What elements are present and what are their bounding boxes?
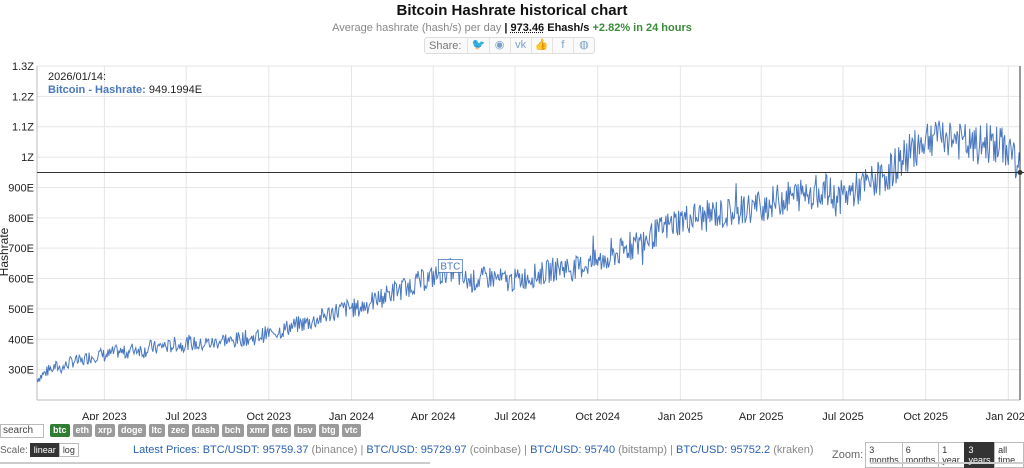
- zoom-selector: Zoom: 3 months 6 months 1 year 3 years a…: [832, 442, 1024, 468]
- coin-button-ltc[interactable]: ltc: [148, 424, 166, 437]
- price-kraken[interactable]: BTC/USD: 95752.2: [676, 444, 771, 456]
- facebook-icon[interactable]: f: [551, 38, 573, 53]
- price-separator: |: [670, 444, 673, 456]
- page-title: Bitcoin Hashrate historical chart: [396, 2, 628, 19]
- x-tick-label: Oct 2024: [575, 411, 620, 420]
- y-tick-label: 900E: [8, 182, 34, 194]
- coin-button-dash[interactable]: dash: [191, 424, 219, 437]
- coin-button-btc[interactable]: btc: [50, 424, 70, 437]
- coin-button-zec[interactable]: zec: [168, 424, 189, 437]
- exchange-bitstamp: (bitstamp): [618, 444, 668, 456]
- y-tick-label: 800E: [8, 213, 34, 225]
- x-tick-label: Jul 2024: [494, 411, 536, 420]
- y-tick-label: 300E: [8, 365, 34, 377]
- tooltip-date: 2026/01/14:: [48, 71, 106, 83]
- weibo-icon[interactable]: ◍: [572, 38, 594, 53]
- annotation-label: BTC: [440, 261, 460, 272]
- x-tick-label: Jan 2026: [986, 411, 1024, 420]
- exchange-coinbase: (coinbase): [469, 444, 522, 456]
- x-tick-label: Apr 2024: [411, 411, 456, 420]
- prices-prefix: Latest Prices:: [133, 444, 200, 456]
- like-icon[interactable]: 👍: [530, 38, 552, 53]
- reddit-icon[interactable]: ◉: [488, 38, 510, 53]
- current-hashrate-unit: Ehash/s: [544, 22, 590, 34]
- price-separator: |: [360, 444, 364, 456]
- zoom-1-year-button[interactable]: 1 year: [938, 442, 966, 468]
- tooltip-value: Bitcoin - Hashrate: 949.1994E: [48, 84, 202, 96]
- subtitle-separator: |: [501, 22, 511, 34]
- coin-button-vtc[interactable]: vtc: [341, 424, 361, 437]
- price-coinbase[interactable]: BTC/USD: 95729.97: [366, 444, 467, 456]
- subtitle-description: Average hashrate (hash/s) per day: [332, 22, 502, 34]
- y-tick-label: 600E: [8, 274, 34, 286]
- y-tick-label: 1.1Z: [12, 122, 34, 134]
- zoom-6-months-button[interactable]: 6 months: [901, 442, 940, 468]
- x-tick-label: Jul 2025: [822, 411, 864, 420]
- exchange-kraken: (kraken): [773, 444, 814, 456]
- x-tick-label: Oct 2023: [247, 411, 292, 420]
- x-tick-label: Jan 2025: [658, 411, 703, 420]
- x-tick-label: Apr 2023: [82, 411, 127, 420]
- x-tick-label: Apr 2025: [739, 411, 784, 420]
- zoom-label: Zoom:: [832, 449, 864, 461]
- y-tick-label: 1.3Z: [12, 62, 34, 73]
- zoom-all-time-button[interactable]: all time: [994, 442, 1024, 468]
- annotation-box: [437, 258, 463, 273]
- coin-button-eth[interactable]: eth: [72, 424, 92, 437]
- coin-button-xrp[interactable]: xrp: [95, 424, 116, 437]
- price-binance[interactable]: BTC/USDT: 95759.37: [202, 444, 309, 456]
- twitter-icon[interactable]: 🐦: [467, 38, 488, 53]
- scale-linear-button[interactable]: linear: [29, 443, 60, 457]
- price-bitstamp[interactable]: BTC/USD: 95740: [530, 444, 616, 456]
- coin-button-etc[interactable]: etc: [272, 424, 292, 437]
- y-tick-label: 500E: [8, 304, 34, 316]
- price-separator: |: [524, 444, 528, 456]
- current-hashrate-value[interactable]: 973.46: [510, 22, 545, 34]
- latest-prices: Latest Prices: BTC/USDT: 95759.37 (binan…: [133, 444, 814, 456]
- scale-label: Scale:: [0, 444, 28, 456]
- x-tick-label: Oct 2025: [903, 411, 948, 420]
- coin-button-doge[interactable]: doge: [118, 424, 146, 437]
- x-tick-label: Jul 2023: [165, 411, 207, 420]
- y-tick-label: 400E: [8, 334, 34, 346]
- divider: [870, 462, 1024, 464]
- coin-button-bsv[interactable]: bsv: [294, 424, 316, 437]
- scale-log-button[interactable]: log: [58, 443, 79, 457]
- hashrate-series-line: [36, 120, 1021, 383]
- exchange-binance: (binance): [311, 444, 358, 456]
- y-tick-label: 1Z: [21, 152, 34, 164]
- scale-selector: Scale: linear log: [0, 443, 79, 457]
- zoom-3-months-button[interactable]: 3 months: [865, 442, 903, 468]
- coin-selector: btc eth xrp doge ltc zec dash bch xmr etc bsv btg vt…: [50, 424, 361, 437]
- divider: [0, 462, 430, 464]
- chart-subtitle: Average hashrate (hash/s) per day | 973.…: [0, 22, 1024, 34]
- x-tick-label: Jan 2024: [329, 411, 374, 420]
- y-axis-label: Hashrate: [0, 227, 11, 276]
- search-input[interactable]: search: [0, 424, 44, 438]
- hashrate-chart[interactable]: 300E 400E 500E 600E 700E 800E 900E 1Z 1.1Z 1.2Z 1.…: [0, 62, 1024, 420]
- coin-button-bch[interactable]: bch: [221, 424, 244, 437]
- crosshair-point: [1017, 170, 1023, 176]
- share-bar: Share: 🐦 ◉ vk 👍 f ◍: [424, 37, 595, 54]
- coin-button-btg[interactable]: btg: [318, 424, 339, 437]
- y-tick-label: 700E: [8, 243, 34, 255]
- zoom-3-years-button[interactable]: 3 years: [964, 442, 996, 468]
- vk-icon[interactable]: vk: [509, 38, 531, 53]
- hashrate-change: +2.82% in 24 hours: [589, 22, 692, 34]
- share-label: Share:: [429, 39, 462, 52]
- y-tick-label: 1.2Z: [12, 91, 34, 103]
- coin-button-xmr[interactable]: xmr: [246, 424, 270, 437]
